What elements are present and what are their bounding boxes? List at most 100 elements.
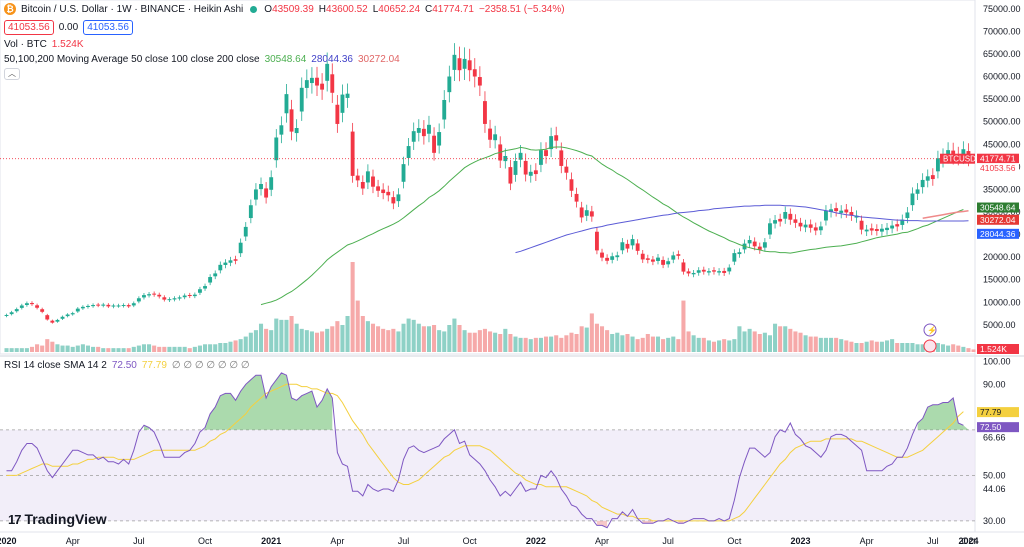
candle-body bbox=[488, 128, 492, 140]
volume-bar bbox=[177, 346, 182, 352]
volume-bar bbox=[248, 332, 253, 352]
collapse-legend-button[interactable]: ︿ bbox=[4, 68, 20, 80]
candle-body bbox=[869, 228, 874, 231]
candle-body bbox=[157, 294, 162, 297]
volume-bar bbox=[844, 340, 849, 352]
volume-bar bbox=[564, 335, 569, 352]
x-tick-label: 2024 bbox=[958, 536, 978, 546]
candle-body bbox=[142, 295, 146, 298]
volume-bar bbox=[197, 345, 202, 352]
volume-bar bbox=[890, 339, 895, 352]
candle-body bbox=[208, 277, 213, 283]
volume-bar bbox=[829, 337, 834, 352]
x-tick-label: Jul bbox=[662, 536, 674, 546]
volume-bar bbox=[152, 345, 157, 352]
candle-body bbox=[70, 313, 75, 315]
candle-body bbox=[666, 261, 671, 265]
volume-bar bbox=[437, 330, 442, 352]
candle-body bbox=[747, 240, 752, 244]
bid-box[interactable]: 41053.56 bbox=[4, 20, 54, 35]
lightning-icon-glyph: ⚡ bbox=[927, 325, 937, 335]
volume-bar bbox=[457, 325, 462, 352]
volume-bar bbox=[813, 336, 818, 352]
candle-body bbox=[732, 253, 737, 262]
volume-bar bbox=[559, 337, 564, 352]
candle-body bbox=[350, 131, 355, 176]
volume-bar bbox=[223, 343, 228, 352]
volume-value: 1.524K bbox=[51, 39, 84, 50]
volume-bar bbox=[910, 343, 915, 352]
volume-bar bbox=[233, 340, 238, 352]
ask-box[interactable]: 41053.56 bbox=[83, 20, 133, 35]
candle-body bbox=[762, 242, 767, 248]
volume-bar bbox=[778, 326, 783, 352]
candle-body bbox=[656, 257, 660, 261]
x-tick-label: Apr bbox=[66, 536, 80, 546]
symbol-title[interactable]: Bitcoin / U.S. Dollar · 1W · BINANCE · H… bbox=[21, 3, 244, 15]
candle-body bbox=[559, 150, 564, 166]
volume-bar bbox=[940, 344, 946, 352]
symbol-legend[interactable]: ₿ Bitcoin / U.S. Dollar · 1W · BINANCE ·… bbox=[4, 3, 565, 15]
volume-bar bbox=[131, 346, 136, 352]
volume-bar bbox=[895, 343, 900, 352]
candle-body bbox=[849, 212, 854, 216]
candle-body bbox=[768, 223, 772, 235]
volume-bar bbox=[528, 339, 533, 352]
volume-bar bbox=[325, 328, 330, 352]
candle-body bbox=[330, 74, 335, 93]
volume-bar bbox=[192, 346, 197, 352]
x-tick-label: 2021 bbox=[261, 536, 281, 546]
ma-legend[interactable]: 50,100,200 Moving Average 50 close 100 c… bbox=[4, 54, 400, 65]
candle-body bbox=[920, 179, 925, 188]
volume-bar bbox=[91, 346, 96, 352]
volume-bar bbox=[9, 348, 14, 352]
candle-body bbox=[798, 222, 803, 227]
volume-bar bbox=[335, 321, 340, 352]
candle-body bbox=[233, 259, 238, 261]
volume-bar bbox=[121, 348, 126, 352]
candle-body bbox=[238, 242, 243, 254]
candle-body bbox=[19, 305, 24, 308]
volume-bar bbox=[711, 341, 717, 352]
price-tick-label: 15000.00 bbox=[983, 275, 1021, 285]
volume-bar bbox=[442, 331, 447, 352]
candle-body bbox=[686, 271, 691, 274]
volume-bar bbox=[839, 339, 844, 352]
volume-bar bbox=[65, 345, 70, 352]
volume-bar bbox=[773, 323, 778, 352]
volume-bar bbox=[243, 336, 248, 352]
volume-bar bbox=[752, 331, 757, 352]
volume-bar bbox=[19, 348, 24, 352]
candle-body bbox=[55, 319, 60, 322]
volume-bar bbox=[747, 328, 752, 352]
volume-bar bbox=[208, 344, 213, 352]
volume-bar bbox=[655, 336, 661, 352]
candle-body bbox=[365, 171, 370, 183]
candle-body bbox=[615, 255, 620, 258]
volume-legend[interactable]: Vol · BTC 1.524K bbox=[4, 39, 84, 50]
candle-body bbox=[269, 177, 274, 190]
volume-bar bbox=[269, 330, 274, 352]
candle-body bbox=[294, 128, 299, 134]
volume-bar bbox=[935, 343, 940, 352]
rsi-tick-label: 50.00 bbox=[983, 470, 1006, 480]
volume-bar bbox=[808, 336, 813, 352]
candle-body bbox=[289, 109, 294, 132]
x-tick-label: Apr bbox=[860, 536, 874, 546]
tradingview-logo[interactable]: 17 TradingView bbox=[8, 511, 107, 527]
candle-body bbox=[722, 270, 727, 273]
candle-body bbox=[259, 184, 263, 190]
rsi-legend[interactable]: RSI 14 close SMA 14 2 72.50 77.79 ∅ ∅ ∅ … bbox=[4, 360, 250, 371]
volume-bar bbox=[640, 337, 645, 352]
candle-body bbox=[554, 135, 559, 141]
svg-text:28044.36: 28044.36 bbox=[980, 229, 1016, 239]
candle-body bbox=[355, 175, 360, 181]
volume-bar bbox=[238, 339, 243, 352]
candle-body bbox=[264, 188, 269, 198]
candle-body bbox=[467, 60, 472, 71]
candle-body bbox=[50, 320, 55, 323]
volume-bar bbox=[218, 343, 223, 352]
candle-body bbox=[925, 176, 930, 181]
candle-body bbox=[243, 226, 248, 237]
